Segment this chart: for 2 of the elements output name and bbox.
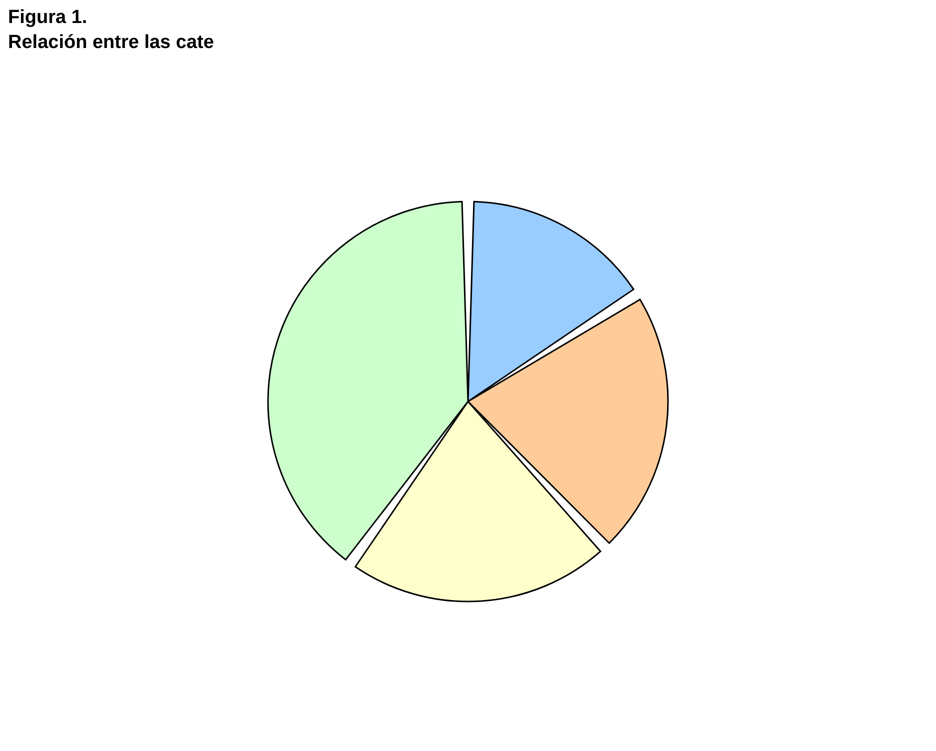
text: Relación entre las cate xyxy=(8,32,214,53)
text: Figura 1. xyxy=(8,7,88,28)
